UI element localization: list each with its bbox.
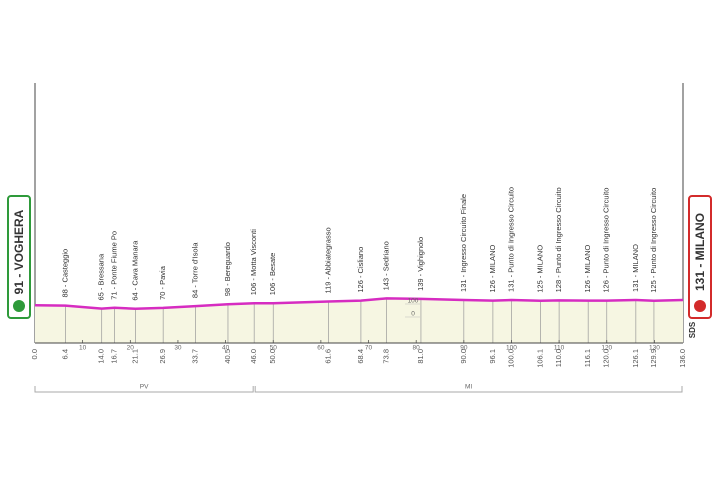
km-label: 100.0 — [506, 349, 515, 368]
km-label: 73.8 — [382, 349, 391, 364]
profile-line — [34, 297, 684, 310]
waypoint-label: 65 - Bressana — [97, 253, 106, 301]
x-tick-label: 80 — [413, 345, 421, 352]
km-label: 68.4 — [356, 349, 365, 364]
waypoint-label: 128 - Punto di Ingresso Circuito — [554, 187, 563, 292]
km-label: 61.6 — [323, 349, 332, 364]
waypoint-label: 125 - Punto di Ingresso Circuito — [649, 188, 658, 293]
watermark: SDS — [688, 321, 697, 338]
profile-area — [35, 298, 683, 343]
km-label: 6.4 — [60, 349, 69, 359]
finish-label: 131 - MILANO — [693, 213, 707, 291]
waypoint-label: 88 - Casteggio — [60, 249, 69, 298]
waypoint-label: 98 - Bereguardo — [223, 242, 232, 296]
waypoint-label: 106 - Besate — [268, 253, 277, 296]
km-label: 26.9 — [158, 349, 167, 364]
x-tick-label: 20 — [127, 345, 135, 352]
finish-box — [688, 195, 712, 319]
km-label: 21.1 — [131, 349, 140, 364]
x-tick-label: 130 — [649, 345, 660, 352]
start-icon — [13, 300, 25, 312]
waypoint-label: 126 - MILANO — [583, 245, 592, 293]
waypoint-label: 131 - Punto di Ingresso Circuito — [506, 187, 515, 292]
km-label: 116.1 — [583, 349, 592, 367]
km-label: 110.0 — [554, 349, 563, 367]
start-label: 91 - VOGHERA — [12, 209, 26, 294]
waypoint-label: 119 - Abbiategrasso — [323, 227, 332, 293]
y-tick-label: 100 — [408, 298, 419, 305]
start-box — [7, 195, 31, 319]
province-label: PV — [140, 384, 149, 391]
km-label: 81.0 — [416, 349, 425, 364]
km-label: 33.7 — [191, 349, 200, 364]
x-tick-label: 10 — [79, 345, 87, 352]
km-label: 0.0 — [30, 349, 39, 359]
waypoint-label: 143 - Sedriano — [382, 241, 391, 290]
x-tick-label: 60 — [317, 345, 325, 352]
x-tick-label: 120 — [601, 345, 612, 352]
waypoint-label: 84 - Torre d'Isola — [191, 242, 200, 298]
km-label: 46.0 — [249, 349, 258, 364]
province-label: MI — [465, 384, 472, 391]
waypoint-label: 70 - Pavia — [158, 265, 167, 300]
waypoint-label: 126 - Punto di Ingresso Circuito — [602, 188, 611, 293]
km-label: 96.1 — [488, 349, 497, 364]
km-label: 90.0 — [459, 349, 468, 364]
waypoint-label: 64 - Cava Manara — [131, 240, 140, 301]
waypoint-label: 126 - Cisliano — [356, 247, 365, 293]
province-bracket — [254, 386, 683, 393]
waypoint-label: 106 - Motta Visconti — [249, 229, 258, 295]
province-bracket — [34, 386, 254, 393]
km-label: 40.5 — [223, 349, 232, 364]
x-tick-label: 50 — [270, 345, 278, 352]
km-label: 14.0 — [97, 349, 106, 364]
y-tick-label: 0 — [411, 311, 415, 318]
km-label: 120.0 — [602, 349, 611, 368]
waypoint-label: 131 - MILANO — [631, 244, 640, 292]
x-tick-label: 70 — [365, 345, 373, 352]
x-tick-label: 100 — [506, 345, 517, 352]
km-label: 136.0 — [678, 349, 687, 368]
km-label: 129.9 — [649, 349, 658, 368]
waypoint-label: 131 - Ingresso Circuito Finale — [459, 194, 468, 292]
km-label: 16.7 — [110, 349, 119, 364]
x-tick-label: 90 — [460, 345, 468, 352]
km-label: 106.1 — [536, 349, 545, 368]
waypoint-label: 71 - Ponte Fiume Po — [110, 231, 119, 300]
finish-icon — [694, 300, 706, 312]
km-label: 126.1 — [631, 349, 640, 368]
x-tick-label: 30 — [174, 345, 182, 352]
x-tick-label: 110 — [554, 345, 565, 352]
waypoint-label: 139 - Vighignolo — [416, 237, 425, 291]
km-label: 50.0 — [268, 349, 277, 364]
waypoint-label: 126 - MILANO — [488, 245, 497, 293]
waypoint-label: 125 - MILANO — [536, 245, 545, 293]
x-tick-label: 40 — [222, 345, 230, 352]
